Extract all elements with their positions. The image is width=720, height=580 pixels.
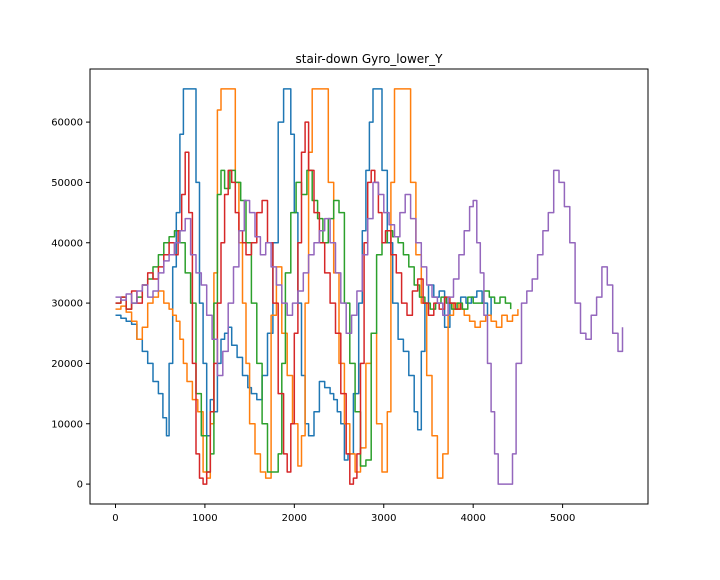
- y-axis: 0 10000 20000 30000 40000 50000 60000: [51, 118, 90, 491]
- plot-area-frame: [89, 68, 649, 505]
- y-tick-label: 50000: [51, 178, 83, 189]
- series-line-5: [115, 169, 624, 485]
- y-tick-label: 60000: [51, 118, 83, 129]
- series-line-1: [115, 88, 492, 461]
- y-tick-label: 10000: [51, 419, 83, 430]
- x-tick-label: 3000: [371, 513, 396, 524]
- series-line-4: [115, 121, 462, 485]
- x-tick-label: 2000: [282, 513, 307, 524]
- x-tick-label: 0: [112, 513, 118, 524]
- series-layer: [115, 88, 624, 485]
- chart-title: stair-down Gyro_lower_Y: [296, 52, 444, 66]
- series-line-3: [115, 169, 512, 473]
- y-tick-label: 0: [77, 480, 83, 491]
- x-tick-label: 1000: [192, 513, 217, 524]
- x-tick-label: 5000: [550, 513, 575, 524]
- series-line-2: [115, 88, 519, 479]
- y-tick-label: 40000: [51, 238, 83, 249]
- y-tick-label: 20000: [51, 359, 83, 370]
- x-tick-label: 4000: [460, 513, 485, 524]
- x-axis: 0 1000 2000 3000 4000 5000: [112, 504, 575, 524]
- y-tick-label: 30000: [51, 299, 83, 310]
